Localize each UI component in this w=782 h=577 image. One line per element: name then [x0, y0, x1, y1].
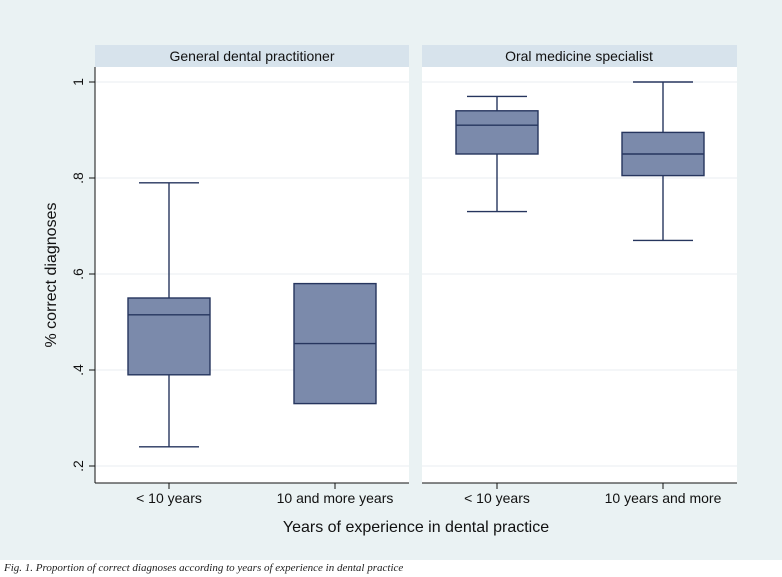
y-tick-label: .2 [70, 460, 86, 472]
panel-2-boxes [455, 81, 705, 242]
figure-caption: Fig. 1. Proportion of correct diagnoses … [4, 562, 404, 574]
y-tick-label: .4 [70, 364, 86, 376]
x-axis-ticks: < 10 years 10 and more years < 10 years 10 … [136, 483, 722, 506]
panel-1-plot-area [95, 67, 409, 483]
y-tick-label: .6 [70, 268, 86, 280]
panel-2-box-1-iqr-box [455, 110, 539, 155]
panel-1-title: General dental practitioner [170, 48, 335, 64]
y-axis-label: % correct diagnoses [43, 203, 60, 348]
y-tick-label: .8 [70, 172, 86, 184]
panel-1-strip [95, 45, 409, 67]
panel-1-box-1-iqr-box [127, 297, 211, 376]
panel-2-title: Oral medicine specialist [505, 48, 653, 64]
x-tick-label: < 10 years [136, 490, 202, 506]
panel-1-boxes [127, 182, 377, 448]
y-tick-label: 1 [70, 78, 86, 86]
x-axis-label: Years of experience in dental practice [283, 519, 549, 536]
x-tick-label: 10 years and more [605, 490, 722, 506]
x-tick-label: 10 and more years [277, 490, 394, 506]
x-tick-label: < 10 years [464, 490, 530, 506]
panel-2-strip [422, 45, 737, 67]
y-axis-ticks: .2 .4 .6 .8 1 [70, 78, 95, 472]
